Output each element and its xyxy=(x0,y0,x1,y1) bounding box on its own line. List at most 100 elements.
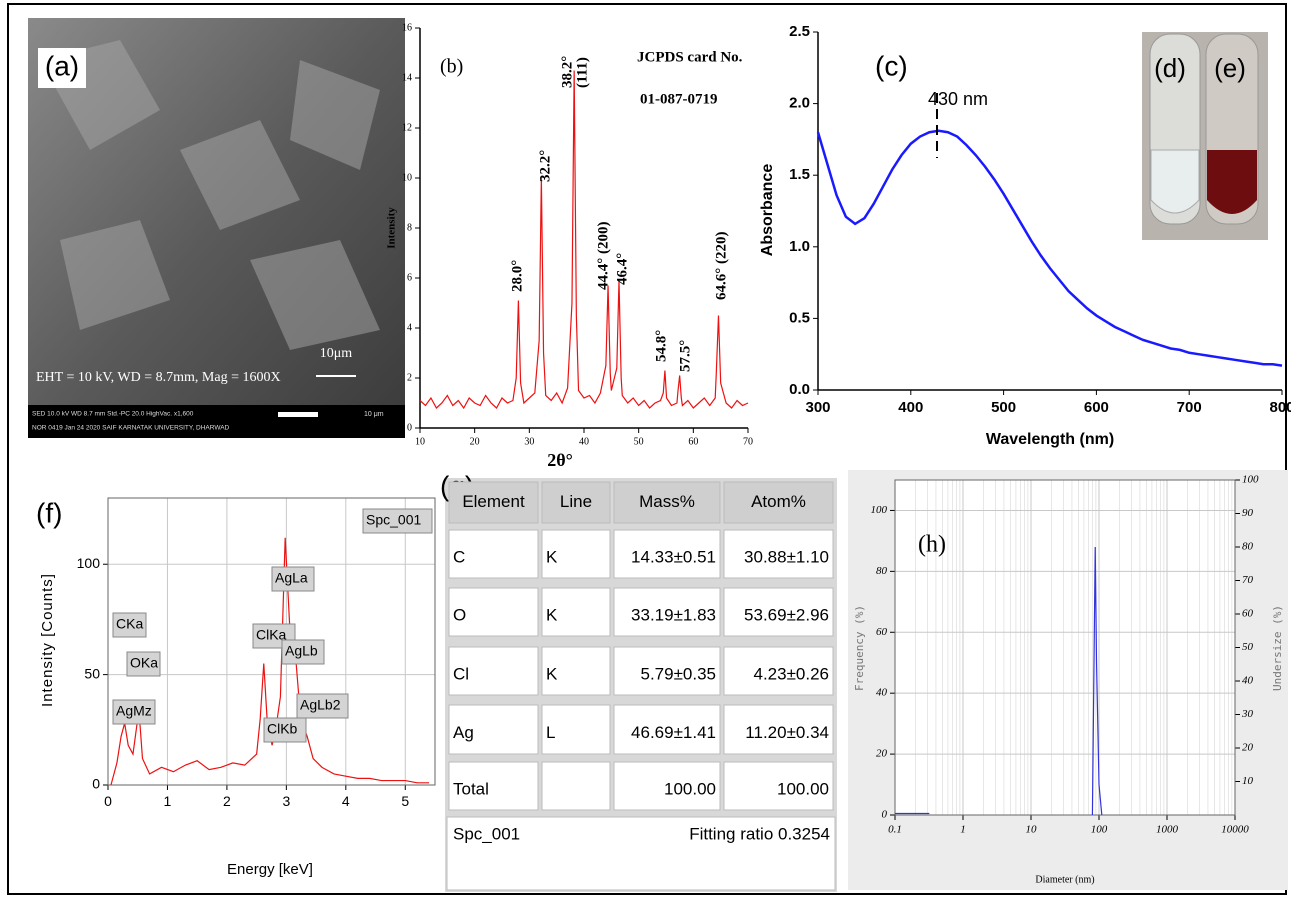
table-cell xyxy=(448,587,539,637)
y-tick-label: 0 xyxy=(92,776,100,792)
scale-bar-label: 10μm xyxy=(320,346,353,361)
table-cell-text: 100.00 xyxy=(664,779,716,798)
plot-frame xyxy=(107,497,436,786)
peak-label: ClKa xyxy=(256,627,287,643)
x-tick-label: 10000 xyxy=(1221,823,1249,835)
peak-label: 54.8° xyxy=(653,330,669,362)
table-cell xyxy=(723,761,834,811)
table-footer xyxy=(446,816,836,891)
peak-label: AgMz xyxy=(116,703,152,719)
table-footer-text: Spc_001 xyxy=(453,824,520,843)
sem-label-box xyxy=(38,48,86,88)
y-axis-label: Intensity xyxy=(386,207,398,249)
x-tick-label: 100 xyxy=(1091,823,1108,835)
table: (g)ElementLineMass%Atom%CK14.33±0.5130.8… xyxy=(440,470,837,892)
x-tick-label: 50 xyxy=(634,436,644,447)
table-cell xyxy=(723,646,834,696)
x-tick-label: 700 xyxy=(1177,399,1202,416)
label-box xyxy=(112,612,147,638)
y-tick-label: 2 xyxy=(407,372,412,383)
peak-label: 28.0° xyxy=(509,260,525,292)
peak-label: ClKb xyxy=(267,721,298,737)
table-cell-text: 11.20±0.34 xyxy=(745,723,829,742)
table-cell xyxy=(541,761,611,811)
sem-texture xyxy=(40,40,380,350)
y-tick-label: 60 xyxy=(876,626,888,638)
y-tick-label: 12 xyxy=(402,122,412,133)
x-axis-label: Wavelength (nm) xyxy=(986,431,1114,448)
label-box xyxy=(271,566,315,592)
annotation: JCPDS card No. xyxy=(637,49,743,65)
table-cell xyxy=(723,704,834,755)
y2-tick-label: 30 xyxy=(1241,708,1254,720)
table-cell xyxy=(723,587,834,637)
sem-info-scale: 10 μm xyxy=(364,411,384,418)
sem-info: SED 10.0 kV WD 8.7 mm Std.-PC 20.0 HighV… xyxy=(32,411,194,418)
panel-label: (a) xyxy=(45,50,79,81)
data-line xyxy=(895,546,1103,816)
panel-label: (e) xyxy=(1214,53,1246,83)
sem-info: NOR 0419 Jan 24 2020 SAIF KARNATAK UNIVE… xyxy=(32,425,230,432)
table-cell xyxy=(448,481,539,524)
table-cell-text: 46.69±1.41 xyxy=(631,723,716,742)
chart: 0.1 1 10 100 1000 10000 0 20 40 60 80 100 10 20 30 40 50… xyxy=(853,474,1284,886)
peak-label: AgLa xyxy=(275,570,308,586)
table-cell xyxy=(613,481,721,524)
table-cell-text: 14.33±0.51 xyxy=(631,547,716,566)
y2-tick-label: 80 xyxy=(1242,541,1254,553)
x-tick-label: 3 xyxy=(282,793,290,809)
label-box xyxy=(281,639,325,665)
dls-plot-bg xyxy=(895,480,1235,815)
peak-label: 38.2° xyxy=(559,56,575,88)
label-box xyxy=(362,508,433,534)
x-axis-label: Diameter (nm) xyxy=(1035,874,1094,885)
table-cell-text: K xyxy=(546,605,558,624)
table-cell xyxy=(723,481,834,524)
table-cell xyxy=(541,481,611,524)
y-tick-label: 14 xyxy=(402,72,412,83)
y-tick-label: 2.0 xyxy=(789,95,810,112)
x-tick-label: 300 xyxy=(805,399,830,416)
spectrum-label: Spc_001 xyxy=(366,512,421,528)
table-header: Atom% xyxy=(751,492,806,511)
x-tick-label: 10 xyxy=(1026,823,1038,835)
plot-frame xyxy=(894,479,1236,816)
x-tick-label: 800 xyxy=(1269,399,1291,416)
table-header: Mass% xyxy=(639,492,695,511)
y-tick-label: 0 xyxy=(882,809,888,821)
table-cell xyxy=(613,587,721,637)
table-cell xyxy=(613,704,721,755)
table-cell-text: K xyxy=(546,547,558,566)
label-box xyxy=(263,717,307,743)
peak-label: 57.5° xyxy=(677,340,693,372)
x-tick-label: 60 xyxy=(688,436,698,447)
panel-label: (f) xyxy=(36,497,62,528)
x-tick-label: 1 xyxy=(164,793,172,809)
table-cell-text: Total xyxy=(453,779,489,798)
panel-label: (d) xyxy=(1154,53,1186,83)
y-tick-label: 2.5 xyxy=(789,23,810,40)
y-tick-label: 4 xyxy=(407,322,412,333)
y2-tick-label: 60 xyxy=(1242,608,1254,620)
table-cell xyxy=(613,646,721,696)
peak-label: 64.6° (220) xyxy=(713,232,729,301)
table-cell xyxy=(448,704,539,755)
x-tick-label: 500 xyxy=(991,399,1016,416)
eds-panel xyxy=(15,470,435,890)
peak-label: 32.2° xyxy=(537,150,553,182)
panel-label: (b) xyxy=(440,56,463,78)
y-axis-label: Intensity [Counts] xyxy=(39,573,56,707)
peak-label: CKa xyxy=(116,616,143,632)
annotation: 430 nm xyxy=(928,89,988,109)
table-cell-text: K xyxy=(546,664,558,683)
panel-label: (c) xyxy=(875,50,908,81)
label-box xyxy=(296,693,349,719)
y-tick-label: 6 xyxy=(407,272,412,283)
table-cell xyxy=(448,646,539,696)
y-tick-label: 1.0 xyxy=(789,238,810,255)
liquid-e xyxy=(1207,150,1257,214)
y-tick-label: 50 xyxy=(84,665,100,681)
y-tick-label: 20 xyxy=(876,748,888,760)
